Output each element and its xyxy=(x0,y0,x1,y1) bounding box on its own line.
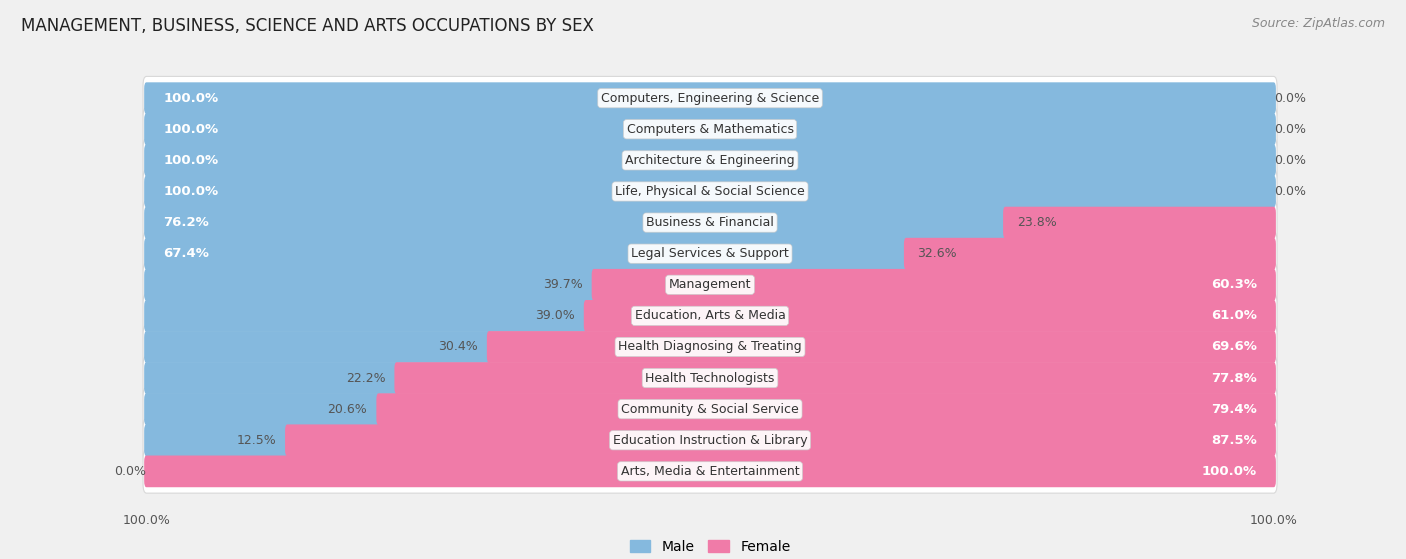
FancyBboxPatch shape xyxy=(592,269,1275,301)
FancyBboxPatch shape xyxy=(145,300,588,331)
Text: Architecture & Engineering: Architecture & Engineering xyxy=(626,154,794,167)
Text: Life, Physical & Social Science: Life, Physical & Social Science xyxy=(616,185,804,198)
Text: 39.0%: 39.0% xyxy=(536,309,575,323)
Text: 20.6%: 20.6% xyxy=(328,402,367,416)
Text: 100.0%: 100.0% xyxy=(163,154,218,167)
FancyBboxPatch shape xyxy=(143,170,1277,213)
Text: 12.5%: 12.5% xyxy=(236,434,276,447)
Text: 0.0%: 0.0% xyxy=(1274,154,1306,167)
Text: 67.4%: 67.4% xyxy=(163,247,209,260)
Text: Education, Arts & Media: Education, Arts & Media xyxy=(634,309,786,323)
FancyBboxPatch shape xyxy=(145,238,908,269)
FancyBboxPatch shape xyxy=(145,394,381,425)
Text: 0.0%: 0.0% xyxy=(1274,123,1306,136)
FancyBboxPatch shape xyxy=(145,362,399,394)
FancyBboxPatch shape xyxy=(145,331,491,363)
FancyBboxPatch shape xyxy=(143,201,1277,244)
Text: 100.0%: 100.0% xyxy=(163,185,218,198)
Text: Business & Financial: Business & Financial xyxy=(647,216,773,229)
FancyBboxPatch shape xyxy=(143,294,1277,338)
Text: 100.0%: 100.0% xyxy=(1202,465,1257,478)
FancyBboxPatch shape xyxy=(143,356,1277,400)
FancyBboxPatch shape xyxy=(145,145,1275,176)
Text: 60.3%: 60.3% xyxy=(1211,278,1257,291)
FancyBboxPatch shape xyxy=(143,325,1277,369)
Text: 30.4%: 30.4% xyxy=(439,340,478,353)
FancyBboxPatch shape xyxy=(143,107,1277,151)
Text: Health Diagnosing & Treating: Health Diagnosing & Treating xyxy=(619,340,801,353)
Text: 79.4%: 79.4% xyxy=(1211,402,1257,416)
FancyBboxPatch shape xyxy=(285,424,1275,456)
FancyBboxPatch shape xyxy=(583,300,1275,331)
Text: 0.0%: 0.0% xyxy=(1274,185,1306,198)
FancyBboxPatch shape xyxy=(143,449,1277,493)
Text: Source: ZipAtlas.com: Source: ZipAtlas.com xyxy=(1251,17,1385,30)
Text: 0.0%: 0.0% xyxy=(1274,92,1306,105)
FancyBboxPatch shape xyxy=(143,139,1277,182)
FancyBboxPatch shape xyxy=(143,263,1277,306)
Text: 32.6%: 32.6% xyxy=(918,247,957,260)
Text: 100.0%: 100.0% xyxy=(163,92,218,105)
Text: Arts, Media & Entertainment: Arts, Media & Entertainment xyxy=(620,465,800,478)
Text: 23.8%: 23.8% xyxy=(1017,216,1056,229)
Text: Community & Social Service: Community & Social Service xyxy=(621,402,799,416)
Text: 77.8%: 77.8% xyxy=(1211,372,1257,385)
FancyBboxPatch shape xyxy=(145,82,1275,114)
Text: 87.5%: 87.5% xyxy=(1211,434,1257,447)
Text: 39.7%: 39.7% xyxy=(543,278,582,291)
FancyBboxPatch shape xyxy=(145,456,1275,487)
FancyBboxPatch shape xyxy=(145,424,290,456)
FancyBboxPatch shape xyxy=(143,387,1277,431)
FancyBboxPatch shape xyxy=(486,331,1275,363)
Text: Computers, Engineering & Science: Computers, Engineering & Science xyxy=(600,92,820,105)
Text: 22.2%: 22.2% xyxy=(346,372,385,385)
Text: Legal Services & Support: Legal Services & Support xyxy=(631,247,789,260)
FancyBboxPatch shape xyxy=(145,176,1275,207)
FancyBboxPatch shape xyxy=(145,207,1008,239)
Legend: Male, Female: Male, Female xyxy=(624,534,796,559)
Text: Management: Management xyxy=(669,278,751,291)
FancyBboxPatch shape xyxy=(143,232,1277,276)
Text: Health Technologists: Health Technologists xyxy=(645,372,775,385)
FancyBboxPatch shape xyxy=(395,362,1275,394)
Text: Computers & Mathematics: Computers & Mathematics xyxy=(627,123,793,136)
FancyBboxPatch shape xyxy=(143,77,1277,120)
Text: Education Instruction & Library: Education Instruction & Library xyxy=(613,434,807,447)
FancyBboxPatch shape xyxy=(377,394,1275,425)
Text: 61.0%: 61.0% xyxy=(1211,309,1257,323)
FancyBboxPatch shape xyxy=(145,269,596,301)
FancyBboxPatch shape xyxy=(904,238,1275,269)
FancyBboxPatch shape xyxy=(143,419,1277,462)
FancyBboxPatch shape xyxy=(1002,207,1275,239)
FancyBboxPatch shape xyxy=(145,113,1275,145)
Text: 76.2%: 76.2% xyxy=(163,216,209,229)
Text: MANAGEMENT, BUSINESS, SCIENCE AND ARTS OCCUPATIONS BY SEX: MANAGEMENT, BUSINESS, SCIENCE AND ARTS O… xyxy=(21,17,593,35)
Text: 0.0%: 0.0% xyxy=(114,465,146,478)
Text: 69.6%: 69.6% xyxy=(1211,340,1257,353)
Text: 100.0%: 100.0% xyxy=(163,123,218,136)
